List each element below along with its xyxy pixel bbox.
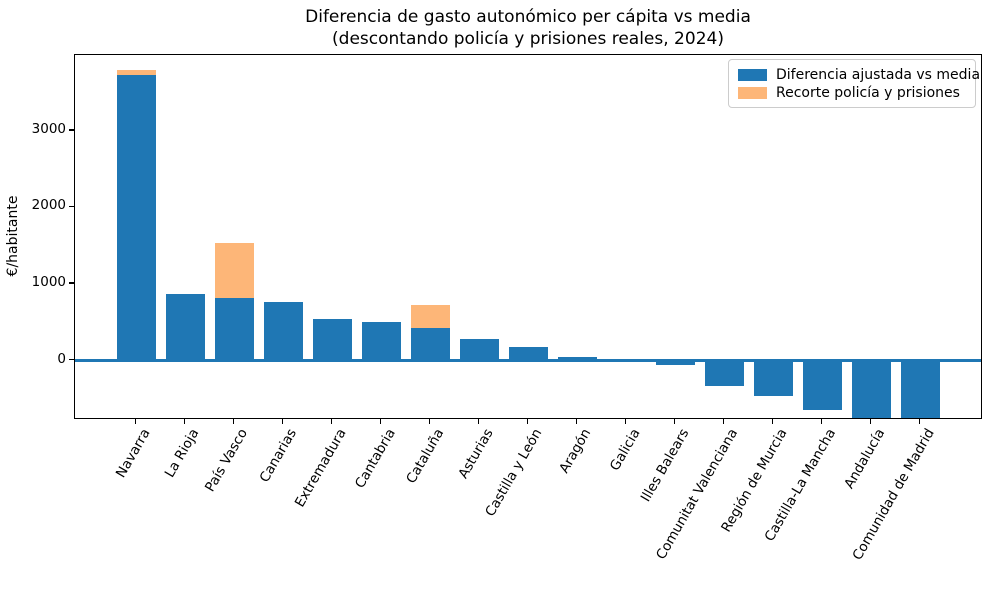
x-tick-label: Cataluña [403, 426, 448, 487]
bar-extremadura [313, 318, 352, 361]
bar-la-rioja [166, 294, 205, 361]
x-tick-label: Cantabria [351, 426, 399, 492]
x-tick-label: Illes Balears [637, 426, 693, 505]
bar-castilla-y-le-n [509, 347, 548, 361]
bars-layer [75, 55, 981, 418]
x-tick-label: Navarra [112, 426, 154, 481]
y-tick-mark [69, 282, 74, 284]
x-tick-label: Asturias [455, 426, 497, 482]
bar-andaluc-a [852, 360, 891, 418]
x-tick-mark [575, 419, 578, 424]
bar-navarra [117, 75, 156, 361]
x-tick-label: Aragón [556, 426, 595, 476]
x-tick-label: Canarias [256, 426, 301, 486]
legend-label-recorte: Recorte policía y prisiones [776, 85, 960, 101]
x-tick-mark [624, 419, 627, 424]
bar-recorte-catalu-a [411, 305, 450, 328]
bar-arag-n [558, 356, 597, 361]
bar-canarias [264, 301, 303, 361]
bar-illes-balears [656, 360, 695, 366]
bar-comunitat-valenciana [705, 360, 744, 386]
x-tick-label: País Vasco [202, 426, 252, 495]
bar-pa-s-vasco [215, 297, 254, 361]
x-tick-mark [134, 419, 137, 424]
x-tick-mark [869, 419, 872, 424]
y-tick-label: 1000 [31, 274, 66, 291]
x-tick-mark [232, 419, 235, 424]
x-tick-label: La Rioja [161, 426, 203, 481]
zero-baseline [75, 359, 981, 363]
x-tick-mark [477, 419, 480, 424]
x-tick-mark [526, 419, 529, 424]
legend-item-recorte: Recorte policía y prisiones [738, 84, 965, 102]
x-tick-label: Extremadura [291, 426, 350, 510]
bar-castilla-la-mancha [803, 360, 842, 411]
x-tick-label: Galicia [606, 426, 644, 474]
y-tick-mark [69, 205, 74, 208]
y-tick-label: 0 [57, 350, 66, 367]
y-tick-mark [69, 129, 74, 131]
bar-recorte-navarra [117, 70, 156, 76]
x-tick-mark [330, 419, 333, 424]
legend: Diferencia ajustada vs media Recorte pol… [728, 59, 980, 108]
x-tick-mark [820, 419, 823, 424]
bar-recorte-pa-s-vasco [215, 243, 254, 298]
y-tick-label: 2000 [31, 197, 66, 214]
legend-label-adjusted: Diferencia ajustada vs media [776, 67, 981, 83]
x-tick-mark [722, 419, 725, 424]
y-tick-label: 3000 [31, 120, 66, 137]
x-tick-mark [428, 419, 431, 424]
legend-swatch-blue [738, 69, 767, 81]
x-tick-label: Andalucía [841, 426, 889, 492]
legend-item-adjusted: Diferencia ajustada vs media [738, 66, 980, 84]
bar-catalu-a [411, 327, 450, 361]
bar-asturias [460, 338, 499, 361]
y-tick-mark [69, 358, 74, 361]
x-tick-mark [379, 419, 382, 424]
legend-swatch-orange [738, 87, 767, 99]
x-tick-mark [918, 419, 921, 424]
chart-title: Diferencia de gasto autonómico per cápit… [74, 6, 982, 50]
plot-area [74, 54, 982, 419]
x-tick-mark [771, 419, 774, 424]
bar-regi-n-de-murcia [754, 360, 793, 396]
bar-comunidad-de-madrid [901, 360, 940, 418]
chart-title-line2: (descontando policía y prisiones reales,… [332, 29, 724, 49]
chart-title-line1: Diferencia de gasto autonómico per cápit… [305, 7, 751, 27]
x-tick-mark [281, 419, 284, 424]
x-tick-mark [183, 419, 186, 424]
x-tick-mark [673, 419, 676, 424]
bar-cantabria [362, 321, 401, 361]
